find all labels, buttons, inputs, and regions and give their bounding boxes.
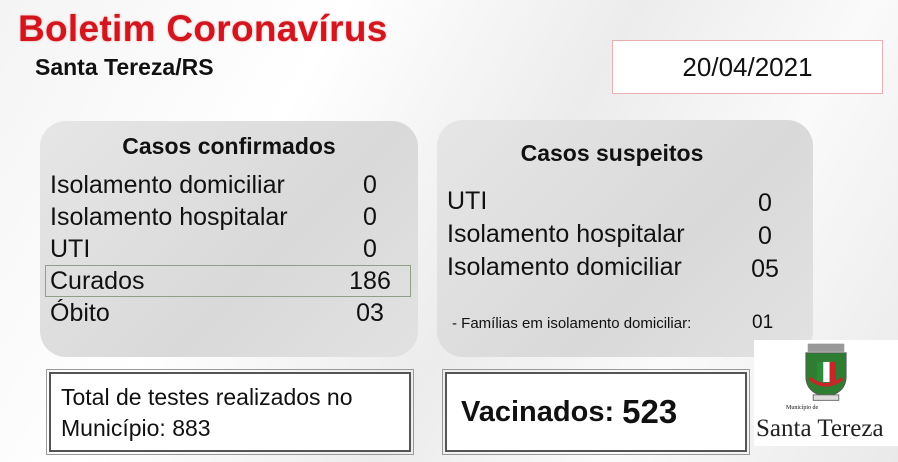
suspected-heading: Casos suspeitos bbox=[520, 140, 704, 166]
confirmed-label: UTI bbox=[50, 235, 91, 263]
confirmed-cases-panel bbox=[40, 121, 418, 357]
confirmed-value: 0 bbox=[363, 171, 377, 199]
page-title: Boletim Coronavírus bbox=[18, 8, 388, 49]
tests-value: 883 bbox=[172, 415, 211, 441]
suspected-label: Isolamento hospitalar bbox=[447, 220, 685, 248]
date-box: 20/04/2021 bbox=[612, 40, 883, 94]
suspected-value: 0 bbox=[758, 189, 772, 217]
confirmed-label: Isolamento hospitalar bbox=[50, 203, 288, 231]
curados-highlight bbox=[45, 265, 411, 297]
confirmed-label: Óbito bbox=[50, 299, 110, 327]
suspected-label: UTI bbox=[447, 187, 488, 215]
logo-name: Santa Tereza bbox=[756, 415, 884, 442]
vaccinated-value: 523 bbox=[622, 393, 678, 430]
families-value: 01 bbox=[752, 312, 774, 333]
confirmed-value: 03 bbox=[356, 299, 384, 327]
page-subtitle: Santa Tereza/RS bbox=[35, 54, 214, 80]
vaccinated-box: Vacinados: 523 bbox=[442, 369, 750, 455]
families-label: - Famílias em isolamento domiciliar: bbox=[452, 315, 692, 332]
confirmed-label: Isolamento domiciliar bbox=[50, 171, 285, 199]
suspected-value: 05 bbox=[751, 255, 779, 283]
coat-of-arms-icon bbox=[805, 343, 847, 401]
suspected-cases-panel bbox=[437, 120, 813, 357]
confirmed-value: 0 bbox=[363, 235, 377, 263]
logo-small-text: Município de bbox=[786, 405, 819, 411]
municipality-logo: Município de Santa Tereza bbox=[754, 340, 898, 446]
confirmed-value: 0 bbox=[363, 203, 377, 231]
tests-box: Total de testes realizados no Município:… bbox=[46, 369, 414, 455]
vaccinated-label: Vacinados: bbox=[461, 395, 615, 428]
suspected-label: Isolamento domiciliar bbox=[447, 253, 682, 281]
confirmed-label: Curados bbox=[50, 267, 145, 295]
confirmed-value: 186 bbox=[349, 267, 391, 295]
tests-line1: Total de testes realizados no bbox=[61, 384, 353, 410]
tests-label: Município: bbox=[61, 415, 166, 441]
suspected-value: 0 bbox=[758, 222, 772, 250]
confirmed-heading: Casos confirmados bbox=[122, 133, 336, 159]
date-text: 20/04/2021 bbox=[682, 51, 813, 82]
